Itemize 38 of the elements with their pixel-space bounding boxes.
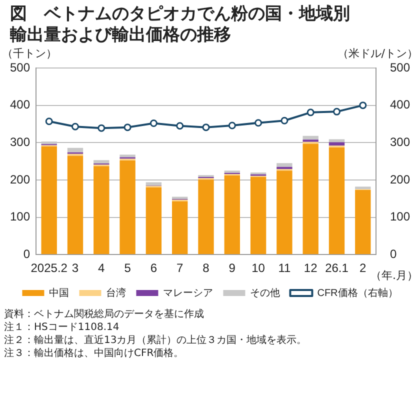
legend-label: マレーシア — [163, 288, 214, 299]
x-axis-title: （年.月） — [370, 268, 418, 282]
x-tick-label: 12 — [304, 261, 318, 276]
y2-tick-label: 500 — [390, 60, 410, 74]
y-tick-label: 400 — [10, 98, 30, 112]
y2-tick-label: 200 — [390, 172, 410, 186]
text: 注３：輸出価格は、中国向けCFR価格。 — [4, 347, 185, 360]
y-tick-label: 300 — [10, 134, 30, 149]
legend-label: 中国 — [49, 286, 70, 299]
x-tick-label: 8 — [202, 261, 210, 276]
x-tick-label: 9 — [228, 261, 236, 276]
text: 注１：HSコード1108.14 — [4, 321, 120, 334]
legend-label: 台湾 — [106, 286, 126, 299]
x-tick-label: 3 — [72, 261, 79, 276]
x-tick-label: 2 — [360, 261, 367, 276]
x-tick-label: 6 — [150, 261, 158, 276]
y2-axis-title: （米ドル/トン） — [337, 46, 418, 60]
text: 注２：輸出量は、直近13カ月（累計）の上位３カ国・地域を表示。 — [4, 334, 308, 347]
y-axis-title: （千トン） — [2, 46, 57, 60]
legend-label: CFR価格（右軸） — [317, 286, 398, 299]
x-tick-label: 26.1 — [325, 261, 349, 276]
x-tick-label: 4 — [98, 261, 106, 276]
legend-label: その他 — [250, 286, 280, 299]
y-tick-label: 200 — [10, 172, 30, 186]
x-tick-label: 10 — [252, 261, 266, 276]
x-tick-label: 7 — [176, 261, 184, 276]
y-tick-label: 0 — [23, 246, 30, 261]
y2-tick-label: 0 — [390, 246, 397, 261]
x-tick-label: 2025.2 — [30, 261, 68, 276]
y2-tick-label: 400 — [390, 98, 410, 112]
y2-tick-label: 100 — [390, 210, 410, 224]
y-tick-label: 500 — [10, 60, 30, 74]
x-tick-label: 5 — [124, 261, 132, 276]
text: 資料：ベトナム関税総局のデータを基に作成 — [4, 308, 205, 321]
x-tick-label: 11 — [278, 261, 291, 276]
y-tick-label: 100 — [10, 210, 30, 224]
chart-title: 図 ベトナムのタピオカでん粉の国・地域別輸出量および輸出価格の推移 — [9, 3, 351, 46]
y2-tick-label: 300 — [390, 134, 410, 149]
